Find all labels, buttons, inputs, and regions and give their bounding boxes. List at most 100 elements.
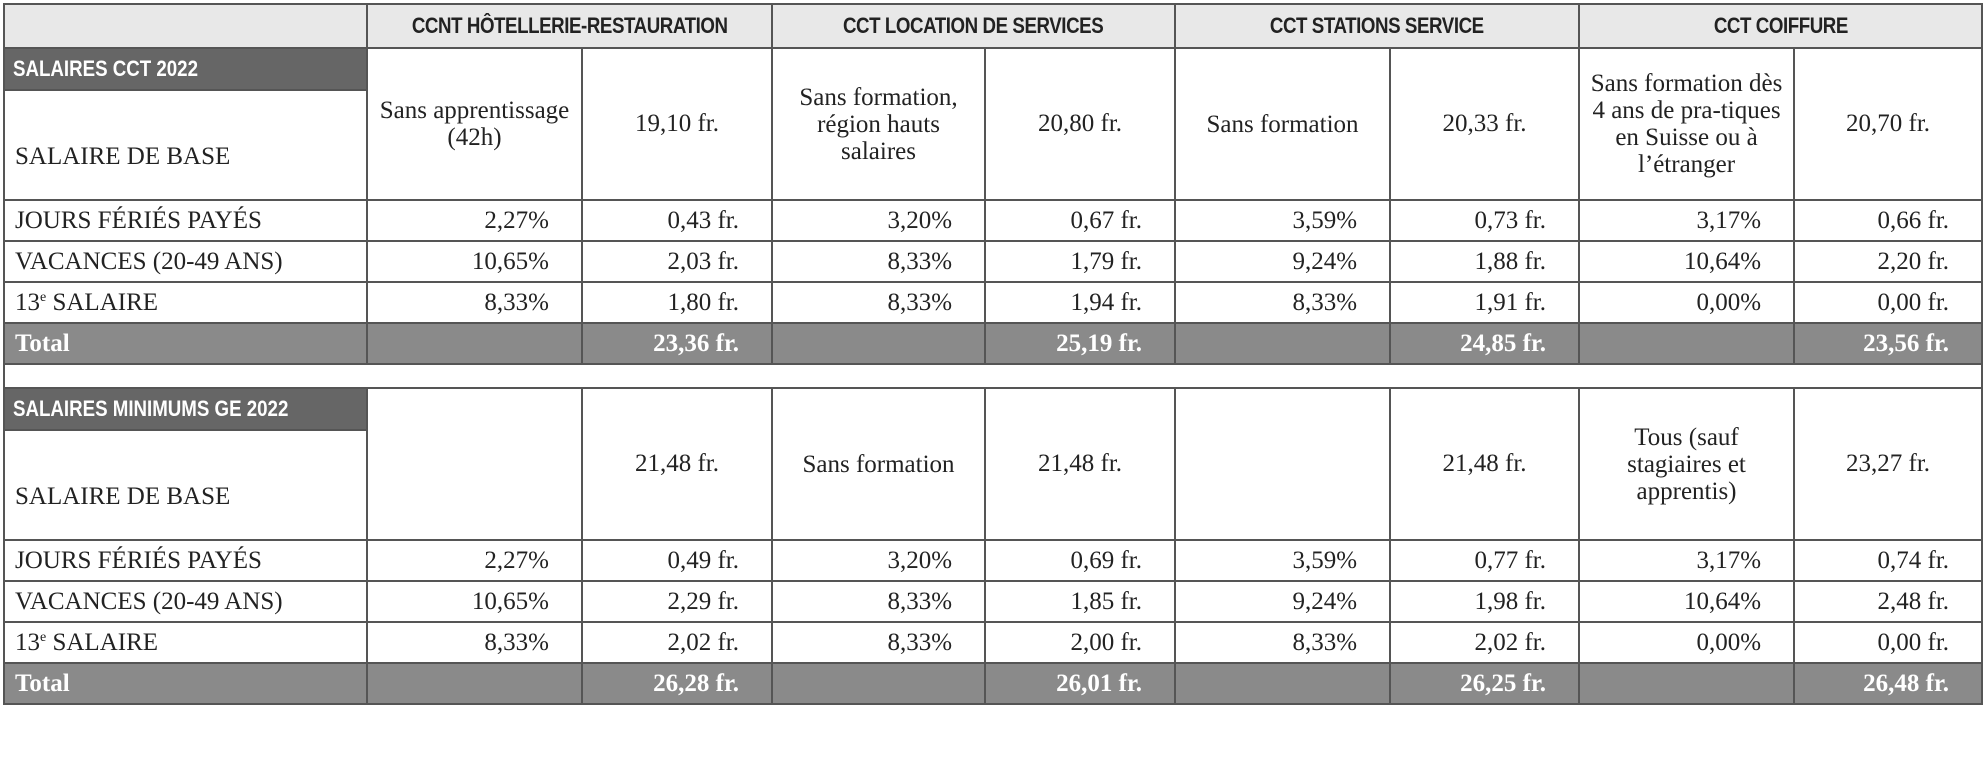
section-title: SALAIRES MINIMUMS GE 2022: [3, 387, 368, 431]
total-spacer-cell: [1578, 662, 1796, 705]
base-salary-label: SALAIRE DE BASE: [3, 429, 368, 541]
row-label-text: JOURS FÉRIÉS PAYÉS: [15, 206, 262, 234]
percentage-cell: 10,64%: [1578, 240, 1796, 283]
total-amount: 24,85 fr.: [1389, 322, 1581, 365]
total-spacer-cell: [366, 662, 583, 705]
percentage-cell: 8,33%: [1174, 281, 1392, 324]
percentage-cell: 8,33%: [771, 281, 987, 324]
amount-cell: 1,80 fr.: [580, 281, 774, 324]
base-amount: 19,10 fr.: [580, 47, 774, 201]
amount-cell: 0,74 fr.: [1793, 539, 1984, 582]
percentage-cell: 3,17%: [1578, 199, 1796, 242]
base-amount: 21,48 fr.: [984, 387, 1177, 541]
row-label: VACANCES (20-49 ANS): [3, 580, 368, 623]
table-row: VACANCES (20-49 ANS) 10,65% 2,29 fr. 8,33% 1…: [3, 580, 1984, 623]
base-amount: 21,48 fr.: [1389, 387, 1581, 541]
amount-cell: 0,49 fr.: [580, 539, 774, 582]
total-spacer-cell: [771, 322, 987, 365]
percentage-cell: 8,33%: [771, 240, 987, 283]
base-amount: 20,80 fr.: [984, 47, 1177, 201]
amount-cell: 2,20 fr.: [1793, 240, 1984, 283]
percentage-cell: 2,27%: [366, 199, 583, 242]
total-row: Total 26,28 fr. 26,01 fr. 26,25 fr. 26,48 fr…: [3, 662, 1984, 705]
percentage-cell: 9,24%: [1174, 240, 1392, 283]
base-salary-label: SALAIRE DE BASE: [3, 89, 368, 201]
amount-cell: 0,43 fr.: [580, 199, 774, 242]
column-header: CCT COIFFURE: [1578, 3, 1984, 49]
total-amount: 26,01 fr.: [984, 662, 1177, 705]
total-spacer-cell: [1578, 322, 1796, 365]
row-label-text: VACANCES (20-49 ANS): [15, 587, 283, 615]
base-description: Sans apprentissage (42h): [366, 47, 583, 201]
base-amount: 23,27 fr.: [1793, 387, 1984, 541]
amount-cell: 1,98 fr.: [1389, 580, 1581, 623]
percentage-cell: 9,24%: [1174, 580, 1392, 623]
row-label-text: VACANCES (20-49 ANS): [15, 247, 283, 275]
percentage-cell: 2,27%: [366, 539, 583, 582]
amount-cell: 2,48 fr.: [1793, 580, 1984, 623]
base-description: Sans formation: [1174, 47, 1392, 201]
row-label-text: JOURS FÉRIÉS PAYÉS: [15, 546, 262, 574]
amount-cell: 0,73 fr.: [1389, 199, 1581, 242]
amount-cell: 0,77 fr.: [1389, 539, 1581, 582]
amount-cell: 0,69 fr.: [984, 539, 1177, 582]
table-row: JOURS FÉRIÉS PAYÉS 2,27% 0,49 fr. 3,20% 0,69…: [3, 539, 1984, 582]
column-header-label: CCT LOCATION DE SERVICES: [843, 13, 1104, 38]
amount-cell: 2,02 fr.: [580, 621, 774, 664]
amount-cell: 1,94 fr.: [984, 281, 1177, 324]
amount-cell: 2,03 fr.: [580, 240, 774, 283]
corner-cell: [3, 3, 368, 49]
total-amount: 26,48 fr.: [1793, 662, 1984, 705]
amount-cell: 0,00 fr.: [1793, 281, 1984, 324]
percentage-cell: 0,00%: [1578, 281, 1796, 324]
table-row: 13e SALAIRE 8,33% 1,80 fr. 8,33% 1,94 fr. 8,3…: [3, 281, 1984, 324]
amount-cell: 1,85 fr.: [984, 580, 1177, 623]
table-row: 13e SALAIRE 8,33% 2,02 fr. 8,33% 2,00 fr. 8,3…: [3, 621, 1984, 664]
percentage-cell: 0,00%: [1578, 621, 1796, 664]
column-header-label: CCNT HÔTELLERIE-RESTAURATION: [411, 13, 728, 38]
amount-cell: 0,00 fr.: [1793, 621, 1984, 664]
percentage-cell: 3,59%: [1174, 539, 1392, 582]
table-row: JOURS FÉRIÉS PAYÉS 2,27% 0,43 fr. 3,20% 0,67…: [3, 199, 1984, 242]
total-spacer-cell: [771, 662, 987, 705]
base-amount: 20,70 fr.: [1793, 47, 1984, 201]
section-spacer: [2, 363, 1984, 389]
percentage-cell: 3,59%: [1174, 199, 1392, 242]
base-description: Sans formation: [771, 387, 987, 541]
column-header-label: CCT COIFFURE: [1713, 13, 1848, 38]
total-amount: 26,28 fr.: [580, 662, 774, 705]
amount-cell: 2,29 fr.: [580, 580, 774, 623]
percentage-cell: 3,17%: [1578, 539, 1796, 582]
section-title: SALAIRES CCT 2022: [3, 47, 368, 91]
base-salary-row: SALAIRE DE BASE: [3, 429, 1982, 541]
percentage-cell: 8,33%: [1174, 621, 1392, 664]
table-row: VACANCES (20-49 ANS) 10,65% 2,03 fr. 8,33% 1…: [3, 240, 1984, 283]
base-description: [366, 387, 583, 541]
base-description: [1174, 387, 1392, 541]
amount-cell: 2,02 fr.: [1389, 621, 1581, 664]
row-label-superscript: e: [40, 629, 47, 645]
salary-comparison-table: CCNT HÔTELLERIE-RESTAURATION CCT LOCATION…: [2, 3, 1984, 705]
percentage-cell: 3,20%: [771, 199, 987, 242]
row-label: VACANCES (20-49 ANS): [3, 240, 368, 283]
amount-cell: 1,91 fr.: [1389, 281, 1581, 324]
amount-cell: 1,79 fr.: [984, 240, 1177, 283]
base-description: Sans formation dès 4 ans de pra-tiques e…: [1578, 47, 1796, 201]
amount-cell: 2,00 fr.: [984, 621, 1177, 664]
base-amount: 20,33 fr.: [1389, 47, 1581, 201]
row-label: 13e SALAIRE: [3, 621, 368, 664]
total-spacer-cell: [366, 322, 583, 365]
total-spacer-cell: [1174, 322, 1392, 365]
row-label-suffix: SALAIRE: [46, 288, 159, 316]
section-title-label: SALAIRES MINIMUMS GE 2022: [13, 396, 289, 421]
row-label-suffix: SALAIRE: [46, 628, 159, 656]
section-title-row: SALAIRES MINIMUMS GE 2022 21,48 fr. Sans f…: [3, 387, 1984, 541]
amount-cell: 0,67 fr.: [984, 199, 1177, 242]
base-description: Sans formation, région hauts salaires: [771, 47, 987, 201]
row-label: JOURS FÉRIÉS PAYÉS: [3, 539, 368, 582]
total-spacer-cell: [1174, 662, 1392, 705]
row-label: JOURS FÉRIÉS PAYÉS: [3, 199, 368, 242]
header-row: CCNT HÔTELLERIE-RESTAURATION CCT LOCATION…: [3, 3, 1984, 49]
base-description: Tous (sauf stagiaires et apprentis): [1578, 387, 1796, 541]
percentage-cell: 10,64%: [1578, 580, 1796, 623]
